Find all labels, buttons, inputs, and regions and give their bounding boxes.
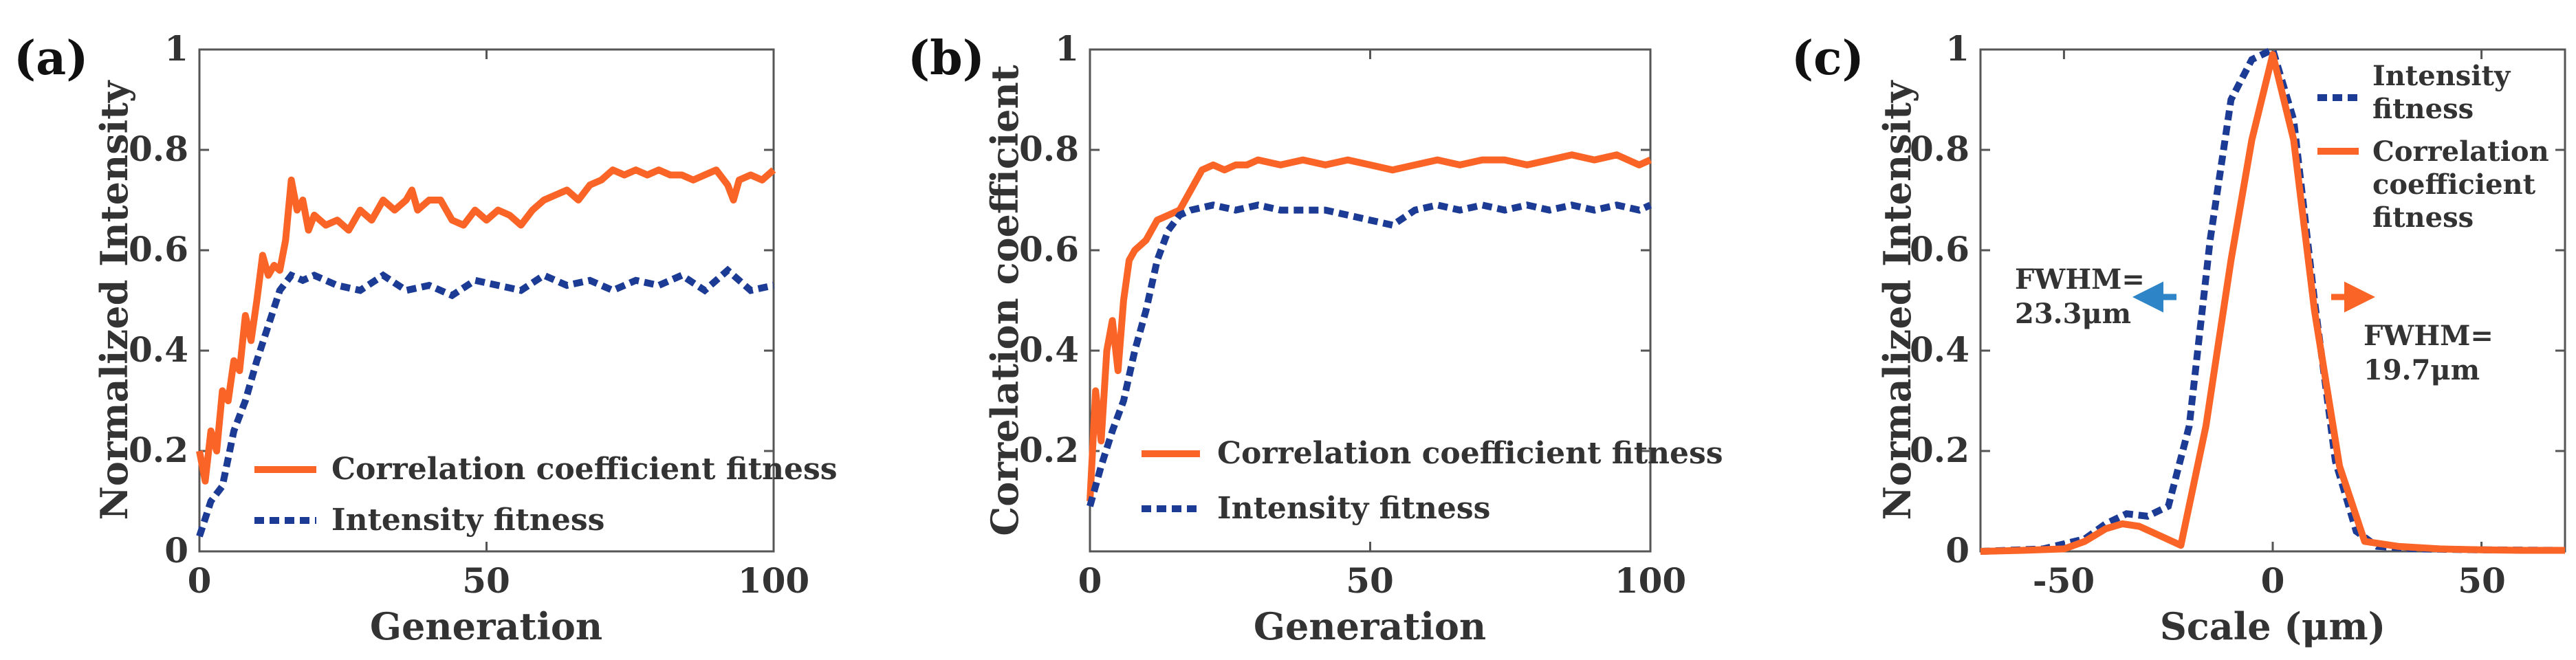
axis-ticks-b [1089, 48, 1652, 553]
panel-label-a: (a) [14, 31, 88, 86]
series-line-a-correlation [196, 166, 776, 485]
legend-label-c-intensity-line1: Intensity [2372, 60, 2511, 92]
y-tick-label-b-5: 1 [1055, 28, 1079, 69]
panel-label-c: (c) [1791, 31, 1864, 86]
x-axis-label-c: Scale (μm) [2160, 604, 2386, 648]
y-tick-label-c-1: 0.2 [1910, 430, 1969, 470]
panel-label-b: (b) [908, 31, 985, 86]
panel-c: (c) 0 0.2 0.4 0.6 0.8 1 -50 0 50 Scale (… [1791, 28, 2566, 648]
y-tick-label-a-5: 1 [164, 28, 188, 69]
y-tick-label-c-4: 0.8 [1910, 129, 1969, 169]
axis-ticks-a [198, 48, 775, 553]
x-tick-label-b-1: 50 [1346, 560, 1394, 601]
x-tick-label-c-0: -50 [2033, 560, 2095, 601]
y-tick-label-b-4: 0.8 [1019, 129, 1079, 169]
y-tick-label-b-2: 0.4 [1019, 329, 1079, 370]
y-tick-label-a-4: 0.8 [129, 129, 188, 169]
fwhm-correlation-label-line2: 19.7μm [2364, 354, 2480, 386]
series-line-b-intensity [1087, 201, 1652, 507]
y-tick-label-a-1: 0.2 [129, 430, 188, 470]
series-line-a-intensity [196, 265, 775, 538]
y-axis-label-b: Correlation coefficient [983, 65, 1027, 536]
panel-a: (a) 0 0.2 0.4 0.6 0.8 1 0 50 100 Generat… [14, 28, 838, 648]
x-tick-label-b-2: 100 [1615, 560, 1686, 601]
legend-label-c-correlation-line3: fitness [2372, 201, 2474, 234]
y-tick-label-c-0: 0 [1945, 530, 1969, 571]
legend-label-a-intensity: Intensity fitness [331, 503, 604, 538]
fwhm-intensity-label-line1: FWHM= [2015, 263, 2145, 296]
y-tick-label-a-3: 0.6 [129, 229, 188, 270]
y-tick-label-c-5: 1 [1945, 28, 1969, 69]
series-line-b-correlation [1087, 151, 1652, 502]
legend-label-a-correlation: Correlation coefficient fitness [331, 452, 838, 487]
fwhm-intensity-label-line2: 23.3μm [2015, 298, 2131, 330]
x-tick-label-b-0: 0 [1078, 560, 1102, 601]
y-tick-label-c-3: 0.6 [1910, 229, 1969, 270]
x-tick-label-a-1: 50 [462, 560, 510, 601]
legend-label-c-correlation-line1: Correlation [2372, 135, 2549, 168]
y-tick-label-c-2: 0.4 [1910, 329, 1969, 370]
x-tick-label-c-2: 50 [2458, 560, 2506, 601]
panel-b: (b) 0.2 0.4 0.6 0.8 1 0 50 100 Generatio… [908, 28, 1723, 648]
y-axis-label-a: Normalized Intensity [92, 80, 136, 520]
y-tick-label-a-0: 0 [164, 530, 188, 571]
legend-label-c-intensity-line2: fitness [2372, 93, 2474, 125]
y-tick-label-b-3: 0.6 [1019, 229, 1079, 270]
x-tick-label-a-2: 100 [738, 560, 809, 601]
legend-label-b-correlation: Correlation coefficient fitness [1217, 436, 1723, 471]
plot-frame-b [1089, 48, 1652, 553]
y-tick-label-a-2: 0.4 [129, 329, 188, 370]
fwhm-correlation-label-line1: FWHM= [2364, 320, 2493, 352]
x-axis-label-a: Generation [370, 604, 602, 648]
x-tick-label-a-0: 0 [188, 560, 212, 601]
y-tick-label-b-1: 0.2 [1019, 430, 1079, 470]
x-tick-label-c-1: 0 [2261, 560, 2285, 601]
x-axis-label-b: Generation [1254, 604, 1486, 648]
series-line-c-correlation [1980, 51, 2565, 555]
y-axis-label-c: Normalized Intensity [1875, 80, 1919, 520]
legend-label-b-intensity: Intensity fitness [1217, 491, 1490, 526]
legend-label-c-correlation-line2: coefficient [2372, 168, 2536, 201]
